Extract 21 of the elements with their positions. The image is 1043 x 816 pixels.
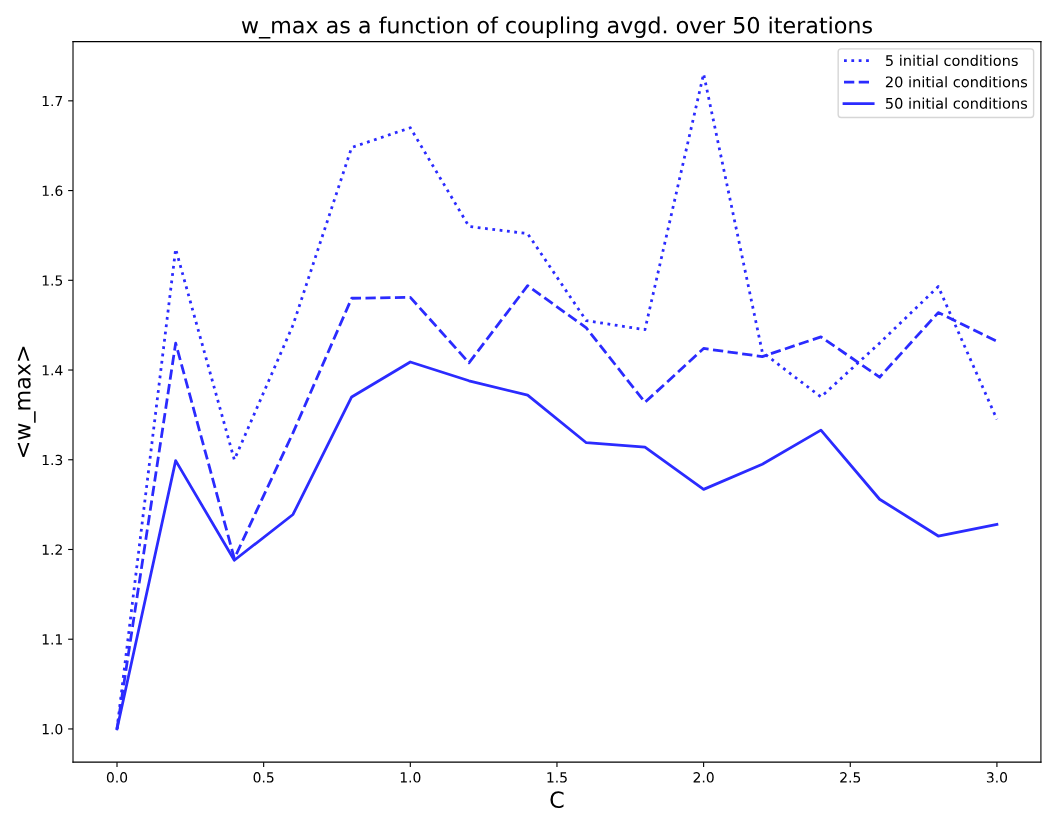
y-tick-label: 1.4 xyxy=(42,365,63,376)
legend-label: 5 initial conditions xyxy=(885,54,1018,67)
chart-title: w_max as a function of coupling avgd. over 50 iterations xyxy=(241,16,872,39)
legend-label: 50 initial conditions xyxy=(885,97,1028,109)
x-tick-label: 3.0 xyxy=(986,772,1008,783)
x-tick-label: 1.5 xyxy=(547,772,567,783)
y-tick-label: 1.2 xyxy=(42,544,62,555)
y-tick-label: 1.0 xyxy=(42,723,63,735)
x-tick-label: 2.0 xyxy=(693,772,714,783)
y-tick-label: 1.6 xyxy=(42,185,63,197)
x-tick-label: 0.5 xyxy=(253,772,274,783)
x-axis-title: C xyxy=(550,791,564,809)
y-tick-label: 1.7 xyxy=(42,95,63,107)
y-tick-label: 1.3 xyxy=(42,454,63,466)
x-tick-label: 1.0 xyxy=(400,772,421,783)
y-tick-label: 1.5 xyxy=(42,275,63,286)
y-tick-label: 1.1 xyxy=(42,634,63,645)
y-axis-title: <w_max> xyxy=(17,346,36,457)
legend-label: 20 initial conditions xyxy=(885,76,1028,88)
x-tick-label: 0.0 xyxy=(106,772,128,783)
x-tick-label: 2.5 xyxy=(840,772,861,783)
